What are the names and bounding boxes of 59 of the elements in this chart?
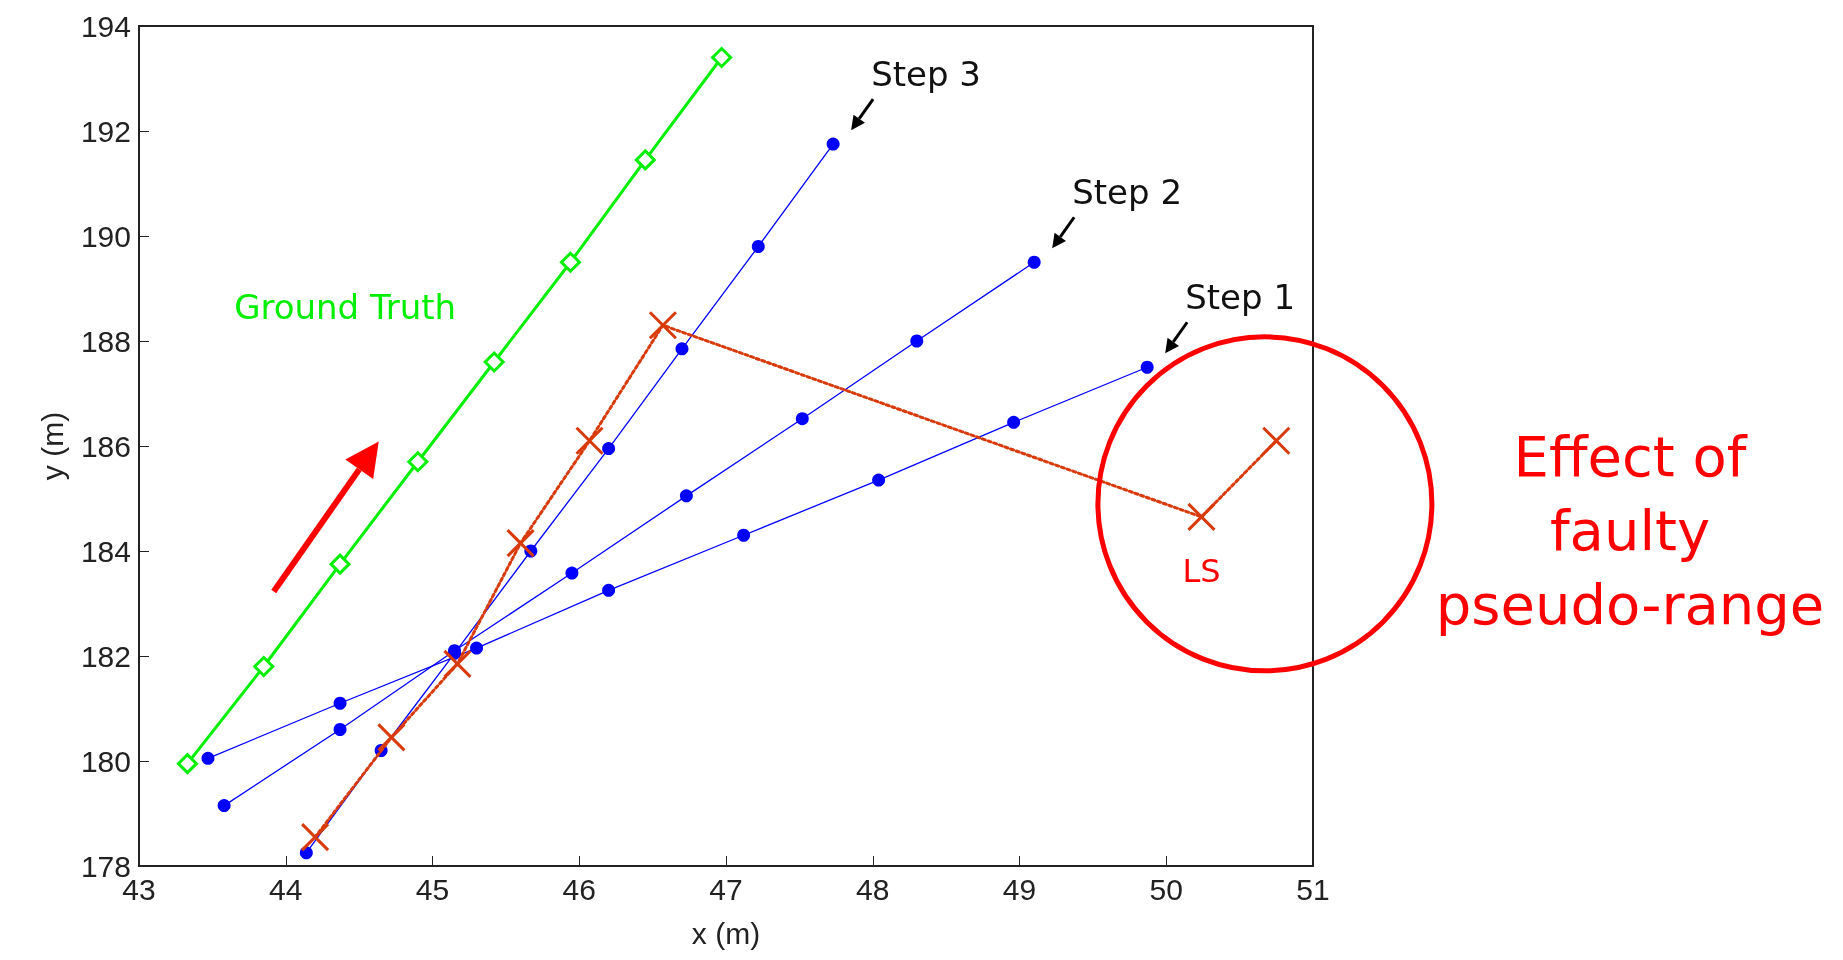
- y-tick-label: 182: [80, 639, 131, 673]
- point: [559, 251, 581, 273]
- point: [565, 566, 579, 580]
- point: [1027, 255, 1041, 269]
- point: [602, 442, 616, 456]
- x-tick-label: 47: [709, 872, 743, 906]
- point: [711, 47, 733, 68]
- y-axis-title: y (m): [35, 411, 69, 481]
- point: [217, 799, 231, 813]
- point: [795, 412, 809, 426]
- point: [675, 342, 689, 356]
- point: [506, 528, 536, 558]
- point: [442, 649, 472, 679]
- x-tick-label: 50: [1149, 872, 1183, 906]
- x-axis-title: x (m): [691, 916, 761, 950]
- point: [1007, 415, 1021, 429]
- y-tick-label: 192: [80, 114, 131, 148]
- x-tick-label: 49: [1002, 872, 1037, 906]
- annotation: Step 2: [1072, 172, 1183, 213]
- y-tick-label: 186: [80, 429, 131, 463]
- text: Effect of faulty pseudo-range: [1434, 423, 1826, 639]
- y-tick-label: 194: [80, 9, 131, 43]
- point: [253, 656, 275, 677]
- annotation: Step 3: [871, 54, 981, 95]
- point: [751, 240, 765, 253]
- point: [575, 426, 605, 456]
- point: [737, 528, 751, 542]
- y-tick-label: 188: [80, 324, 131, 358]
- series-label: Ground Truth: [234, 287, 457, 327]
- point: [679, 489, 693, 503]
- point: [470, 641, 484, 655]
- point: [648, 310, 678, 340]
- point: [300, 822, 330, 852]
- point: [1186, 502, 1216, 532]
- point: [329, 553, 351, 575]
- point: [910, 334, 924, 348]
- x-tick-label: 45: [415, 872, 450, 906]
- annotation: Step 1: [1185, 277, 1296, 318]
- point: [634, 149, 656, 171]
- point: [483, 351, 505, 373]
- point: [407, 451, 429, 473]
- y-tick-label: 190: [80, 219, 131, 253]
- point: [1261, 426, 1291, 456]
- point: [602, 583, 616, 597]
- x-tick-label: 44: [269, 872, 303, 906]
- y-tick-label: 180: [80, 744, 131, 778]
- point: [1140, 360, 1154, 374]
- y-tick-label: 184: [80, 534, 131, 568]
- series-label: LS: [1182, 551, 1221, 590]
- x-tick-label: 51: [1296, 872, 1330, 906]
- point: [333, 723, 347, 736]
- point: [872, 473, 886, 487]
- x-tick-label: 46: [562, 872, 596, 906]
- point: [201, 751, 215, 765]
- point: [333, 696, 347, 710]
- point: [176, 753, 198, 775]
- x-tick-label: 48: [856, 872, 890, 906]
- point: [376, 722, 406, 752]
- point: [826, 137, 840, 151]
